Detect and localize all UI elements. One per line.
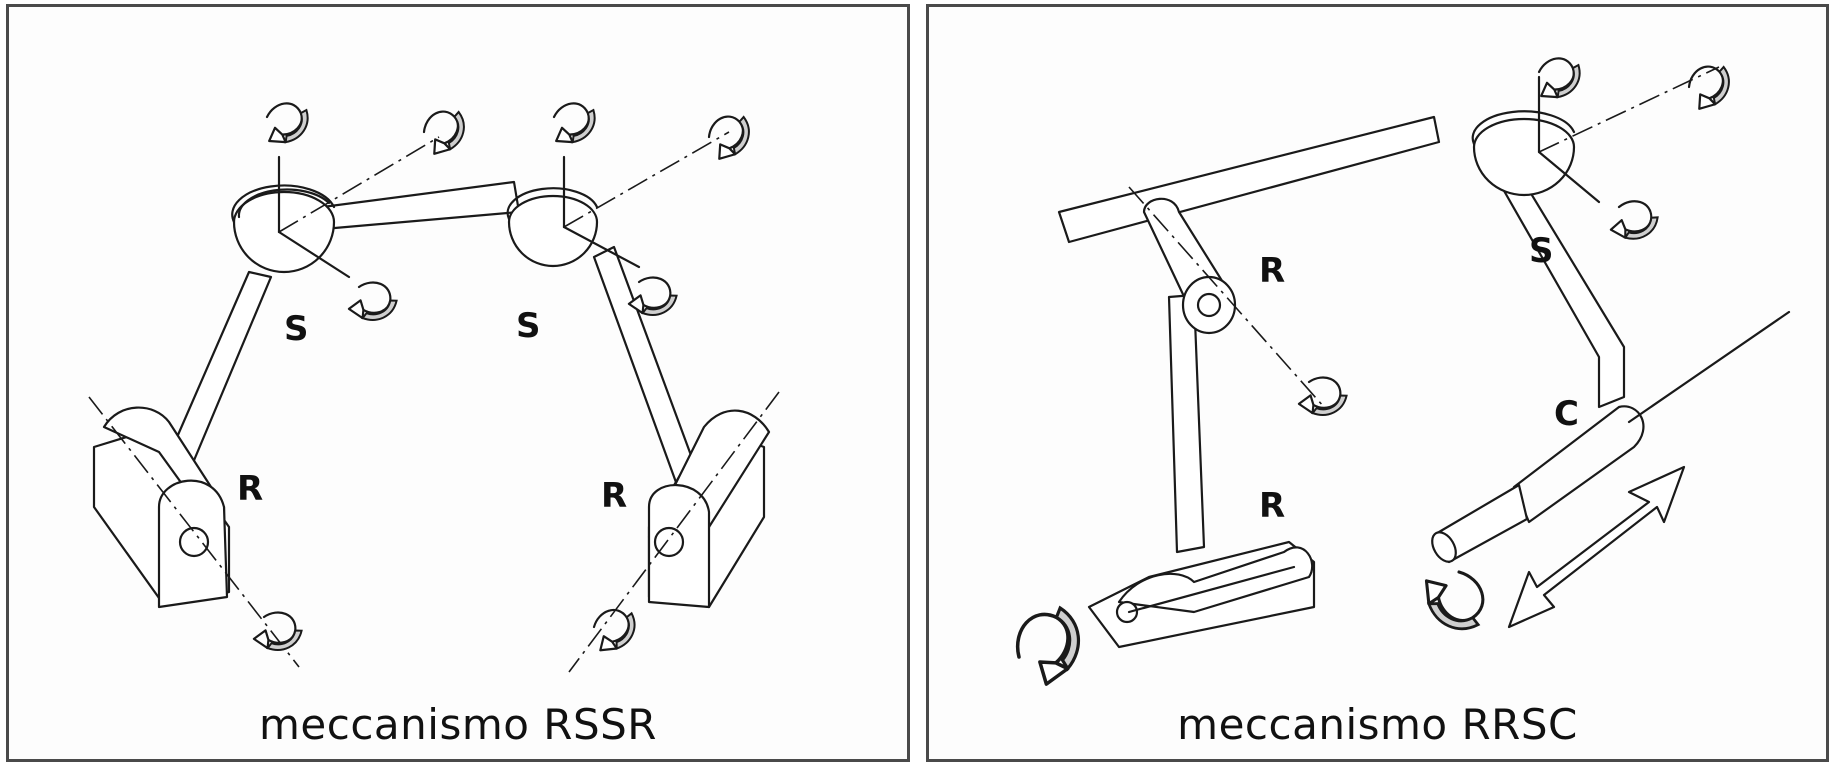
rotation-arrow-icon <box>416 101 474 159</box>
rotation-arrow-icon <box>1002 595 1097 691</box>
joint-label: S <box>516 306 541 346</box>
rssr-diagram: S S R R <box>88 98 780 673</box>
rotation-arrow-icon <box>1296 370 1352 424</box>
joint-label: S <box>1529 231 1554 271</box>
translation-arrow-icon <box>1507 465 1686 629</box>
panel-caption: meccanismo RSSR <box>259 700 657 749</box>
rotation-arrow-icon <box>1534 53 1585 102</box>
rssr-right-crank <box>592 245 701 487</box>
panel-caption: meccanismo RRSC <box>1177 700 1578 749</box>
upper-revolute-joint <box>1128 186 1325 408</box>
rrsc-coupler-link <box>1057 115 1441 244</box>
joint-label: S <box>284 309 309 349</box>
rrsc-diagram: R S C R <box>1002 53 1791 691</box>
rotation-arrow-icon <box>262 98 313 147</box>
joint-label: R <box>1259 251 1285 291</box>
joint-label: R <box>601 476 627 516</box>
rrsc-vertical-link <box>1167 293 1206 554</box>
cylindrical-joint <box>1431 310 1791 564</box>
rrsc-bent-link <box>1497 175 1626 409</box>
rrsc-spherical-joint <box>1471 66 1720 204</box>
rotation-arrow-icon <box>1419 562 1494 640</box>
rotation-arrow-icon <box>1608 195 1662 246</box>
joint-label: R <box>237 469 263 509</box>
right-revolute-base <box>568 391 780 673</box>
rotation-arrow-icon <box>1681 56 1739 114</box>
rssr-panel: S S R R meccanismo RSSR <box>6 4 910 762</box>
right-spherical-joint <box>506 131 730 269</box>
rotation-arrow-icon <box>346 275 402 329</box>
rotation-arrow-icon <box>251 605 307 659</box>
rotation-arrow-icon <box>701 106 759 164</box>
left-revolute-base <box>88 396 300 668</box>
rotation-arrow-icon <box>549 98 600 147</box>
rrsc-panel: R S C R meccanismo RRSC <box>926 4 1829 762</box>
joint-label: R <box>1259 486 1285 526</box>
left-spherical-joint <box>231 136 440 279</box>
lower-revolute-base <box>1087 540 1316 649</box>
joint-label: C <box>1554 394 1579 434</box>
